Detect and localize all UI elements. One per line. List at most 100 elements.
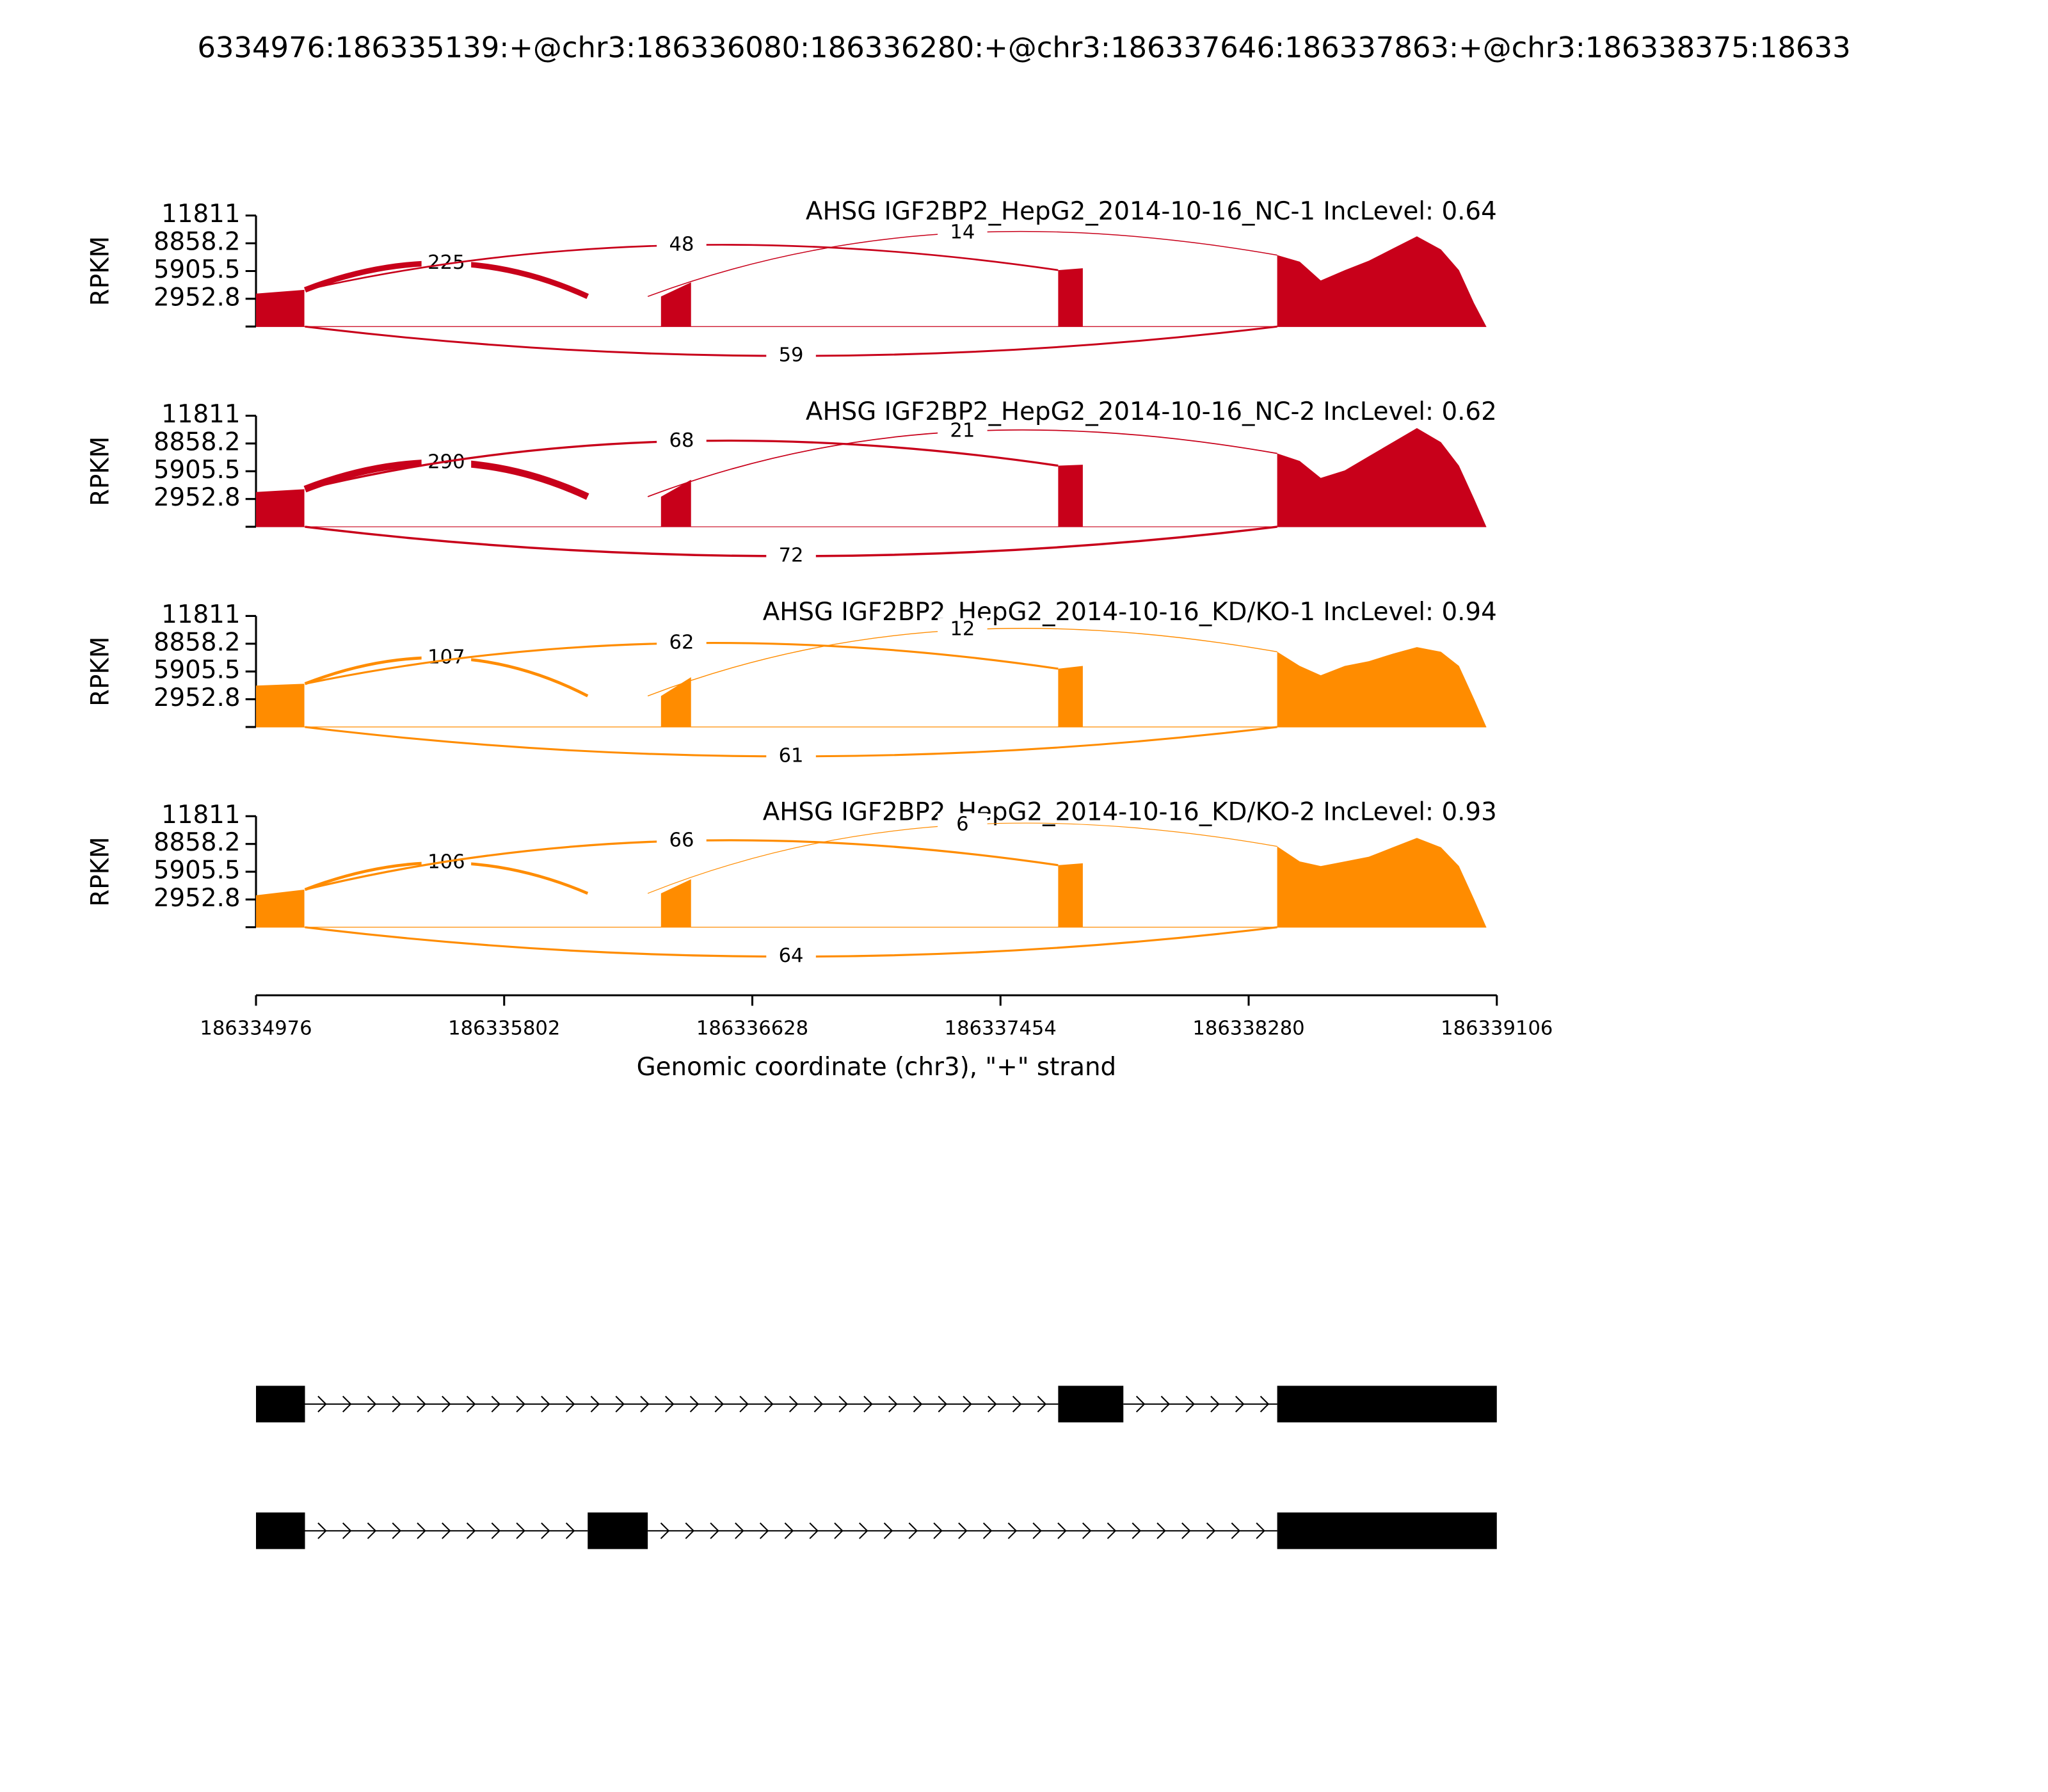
strand-chevron <box>1185 1395 1195 1412</box>
exon <box>588 1512 648 1549</box>
junction-label: 6 <box>956 813 968 835</box>
strand-chevron <box>838 1395 848 1412</box>
strand-chevron <box>660 1522 670 1539</box>
strand-chevron <box>1206 1522 1216 1539</box>
x-tick-label: 186337454 <box>945 1018 1057 1040</box>
y-tick-label: 8858.2 <box>154 828 241 857</box>
strand-chevron <box>735 1522 744 1539</box>
strand-chevron <box>665 1395 675 1412</box>
strand-chevron <box>1032 1522 1042 1539</box>
strand-chevron <box>342 1395 352 1412</box>
junction-label-bg <box>421 451 472 475</box>
junction-label: 66 <box>669 829 694 851</box>
strand-chevron <box>788 1395 799 1412</box>
strand-chevron <box>640 1395 650 1412</box>
strand-chevron <box>1007 1522 1018 1539</box>
strand-chevron <box>417 1395 426 1412</box>
y-axis-label: RPKM <box>86 236 115 306</box>
strand-chevron <box>392 1522 401 1539</box>
strand-chevron <box>491 1522 501 1539</box>
x-tick-label: 186334976 <box>200 1018 312 1040</box>
exon <box>256 1386 305 1423</box>
x-tick-label: 186336628 <box>696 1018 808 1040</box>
y-tick-label: 2952.8 <box>154 483 241 512</box>
strand-chevron <box>813 1395 824 1412</box>
strand-chevron <box>1132 1522 1141 1539</box>
y-tick-label: 11811 <box>161 400 240 429</box>
junction-label-bg <box>657 829 707 853</box>
exon <box>1277 1512 1497 1549</box>
strand-chevron <box>689 1395 700 1412</box>
strand-chevron <box>342 1522 352 1539</box>
junction-label-bg <box>657 631 707 655</box>
y-tick-label: 8858.2 <box>154 628 241 657</box>
strand-chevron <box>859 1522 868 1539</box>
junction-label: 59 <box>779 344 804 367</box>
y-axis-label: RPKM <box>86 637 115 707</box>
y-tick-label: 8858.2 <box>154 428 241 456</box>
strand-chevron <box>764 1395 774 1412</box>
y-tick-label: 2952.8 <box>154 283 241 312</box>
y-tick-label: 5905.5 <box>154 456 241 484</box>
strand-chevron <box>1107 1522 1117 1539</box>
strand-chevron <box>590 1395 600 1412</box>
junction-label-bg <box>766 544 816 568</box>
strand-chevron <box>1235 1395 1245 1412</box>
coverage-area <box>256 236 1487 327</box>
x-tick-label: 186339106 <box>1441 1018 1553 1040</box>
strand-chevron <box>1012 1395 1022 1412</box>
y-tick-label: 5905.5 <box>154 255 241 284</box>
strand-chevron <box>834 1522 844 1539</box>
strand-chevron <box>442 1395 451 1412</box>
exon <box>256 1512 305 1549</box>
y-tick-label: 2952.8 <box>154 684 241 712</box>
strand-chevron <box>516 1395 525 1412</box>
strand-chevron <box>908 1522 918 1539</box>
strand-chevron <box>367 1395 377 1412</box>
strand-chevron <box>988 1395 997 1412</box>
junction-label: 62 <box>669 631 694 653</box>
strand-chevron <box>933 1522 943 1539</box>
strand-chevron <box>615 1395 625 1412</box>
y-tick-label: 2952.8 <box>154 884 241 913</box>
strand-chevron <box>466 1522 476 1539</box>
exon <box>1058 1386 1124 1423</box>
strand-chevron <box>1082 1522 1092 1539</box>
strand-chevron <box>317 1522 327 1539</box>
strand-chevron <box>466 1395 476 1412</box>
panel-label: AHSG IGF2BP2_HepG2_2014-10-16_KD/KO-2 In… <box>763 798 1497 827</box>
strand-chevron <box>759 1522 769 1539</box>
junction-label: 68 <box>669 429 694 452</box>
strand-chevron <box>863 1395 873 1412</box>
strand-chevron <box>883 1522 893 1539</box>
y-axis-label: RPKM <box>86 836 115 906</box>
junction-label-bg <box>766 744 816 769</box>
chart-title: 6334976:186335139:+@chr3:186336080:18633… <box>197 31 1850 65</box>
strand-chevron <box>938 1395 948 1412</box>
junction-label-bg <box>938 221 988 245</box>
strand-chevron <box>1181 1522 1191 1539</box>
strand-chevron <box>317 1395 327 1412</box>
junction-label: 14 <box>950 221 975 243</box>
junction-label: 48 <box>669 234 694 256</box>
junction-label: 21 <box>950 420 975 442</box>
junction-label-bg <box>938 813 988 837</box>
junction-label-bg <box>938 419 988 444</box>
panel-label: AHSG IGF2BP2_HepG2_2014-10-16_NC-2 IncLe… <box>806 397 1497 426</box>
coverage-area <box>256 647 1487 727</box>
strand-chevron <box>958 1522 968 1539</box>
y-tick-label: 11811 <box>161 801 240 829</box>
junction-label: 107 <box>428 646 465 668</box>
strand-chevron <box>541 1395 550 1412</box>
strand-chevron <box>963 1395 972 1412</box>
strand-chevron <box>1135 1395 1146 1412</box>
strand-chevron <box>541 1522 550 1539</box>
strand-chevron <box>392 1395 401 1412</box>
junction-label-bg <box>657 233 707 257</box>
strand-chevron <box>417 1522 426 1539</box>
junction-label-bg <box>421 851 472 875</box>
strand-chevron <box>784 1522 794 1539</box>
strand-chevron <box>1231 1522 1241 1539</box>
x-axis-label: Genomic coordinate (chr3), "+" strand <box>637 1053 1117 1082</box>
